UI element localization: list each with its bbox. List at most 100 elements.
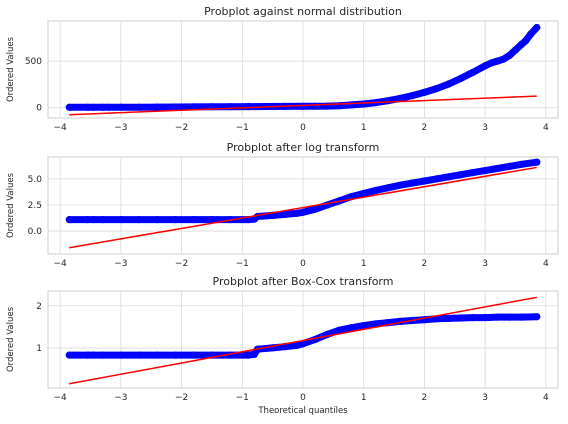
sample-point [299, 340, 307, 348]
x-tick-label: 1 [361, 393, 367, 403]
plot-marks [65, 23, 541, 116]
sample-point [360, 189, 368, 198]
sample-point [135, 216, 143, 224]
sample-point [281, 210, 289, 218]
sample-point [481, 167, 489, 175]
sample-point [244, 351, 252, 359]
subplot-title: Probplot against normal distribution [204, 5, 402, 18]
sample-point [469, 314, 477, 322]
sample-point [372, 186, 380, 194]
sample-point [311, 205, 319, 213]
fit-line [69, 296, 537, 385]
sample-point [83, 216, 92, 224]
x-tick-label: −3 [114, 123, 127, 133]
x-tick-label: −3 [114, 393, 127, 403]
sample-point [527, 30, 535, 38]
sample-point [505, 51, 513, 60]
y-axis-label: Ordered Values [6, 36, 16, 102]
sample-point [505, 313, 513, 321]
plot-marks [65, 296, 541, 385]
sample-point [83, 351, 92, 359]
sample-point [348, 324, 356, 332]
x-tick-label: 2 [422, 123, 428, 133]
sample-point [372, 320, 380, 328]
sample-point [117, 103, 125, 111]
sample-point [171, 351, 180, 359]
sample-point [293, 341, 301, 349]
fit-line [69, 95, 537, 116]
sample-point [153, 103, 161, 111]
x-tick-label: 0 [300, 393, 306, 403]
y-tick-label: 5.0 [28, 175, 43, 185]
sample-point [469, 169, 477, 177]
x-tick-label: 4 [543, 393, 549, 403]
sample-point [499, 55, 507, 63]
sample-point [522, 37, 530, 45]
x-tick-label: 0 [300, 259, 306, 269]
sample-point [244, 103, 252, 111]
sample-point [360, 100, 368, 108]
x-tick-label: −4 [54, 123, 68, 133]
x-tick-label: 4 [543, 123, 549, 133]
x-tick-label: 1 [361, 123, 367, 133]
x-tick-label: −1 [236, 393, 249, 403]
sample-point [153, 351, 161, 359]
sample-point [433, 175, 441, 183]
sample-point [190, 351, 198, 359]
sample-point [396, 94, 404, 102]
sample-point [533, 23, 541, 32]
sample-point [171, 103, 180, 111]
sample-point [457, 74, 465, 82]
subplot-title: Probplot after Box-Cox transform [213, 275, 394, 288]
x-tick-label: 3 [482, 393, 488, 403]
y-tick-label: 1 [36, 344, 42, 354]
sample-point [105, 103, 113, 111]
sample-point [408, 92, 416, 100]
sample-point [481, 62, 489, 70]
y-tick-label: 0 [36, 104, 42, 114]
sample-point [396, 181, 404, 189]
sample-point [493, 57, 501, 65]
x-tick-label: −4 [54, 393, 68, 403]
sample-point [533, 158, 541, 166]
sample-point [99, 216, 107, 224]
subplot-1: −4 −3 −2 −1 0 1 2 3 4 0 500 Probplot against normal… [6, 5, 559, 133]
sample-point [518, 160, 526, 168]
sample-point [83, 103, 92, 111]
sample-point [445, 314, 453, 322]
sample-point [190, 216, 198, 224]
sample-point [153, 216, 161, 224]
x-tick-label: −4 [54, 259, 68, 269]
sample-point [335, 326, 343, 334]
sample-point [511, 46, 520, 54]
sample-point [65, 351, 73, 359]
sample-point [445, 80, 453, 88]
subplot-2: −4 −3 −2 −1 0 1 2 3 4 0.0 2.5 5.0 Probplot after log… [6, 141, 559, 269]
sample-point [420, 88, 428, 96]
sample-point [117, 216, 125, 224]
x-tick-label: 3 [482, 259, 488, 269]
y-tick-label: 500 [25, 57, 42, 67]
sample-point [65, 216, 73, 224]
subplot-3: −4 −3 −2 −1 0 1 2 3 4 1 2 Probplot after Box-Cox tr… [6, 275, 559, 416]
sample-point [384, 184, 392, 192]
subplot-title: Probplot after log transform [227, 141, 380, 154]
x-tick-label: 2 [422, 393, 428, 403]
sample-point [99, 351, 107, 359]
sample-point [433, 85, 441, 93]
sample-point [299, 208, 307, 216]
sample-point [99, 103, 107, 111]
sample-point [505, 162, 513, 170]
sample-point [293, 209, 301, 217]
x-tick-label: −2 [175, 123, 188, 133]
sample-point [190, 103, 198, 111]
sample-point [89, 351, 98, 359]
plot-marks [65, 158, 541, 249]
x-tick-label: −3 [114, 259, 127, 269]
y-tick-label: 2 [36, 302, 42, 312]
sample-point [117, 351, 125, 359]
sample-point [518, 313, 526, 321]
sample-point [135, 351, 143, 359]
sample-point [457, 171, 465, 179]
